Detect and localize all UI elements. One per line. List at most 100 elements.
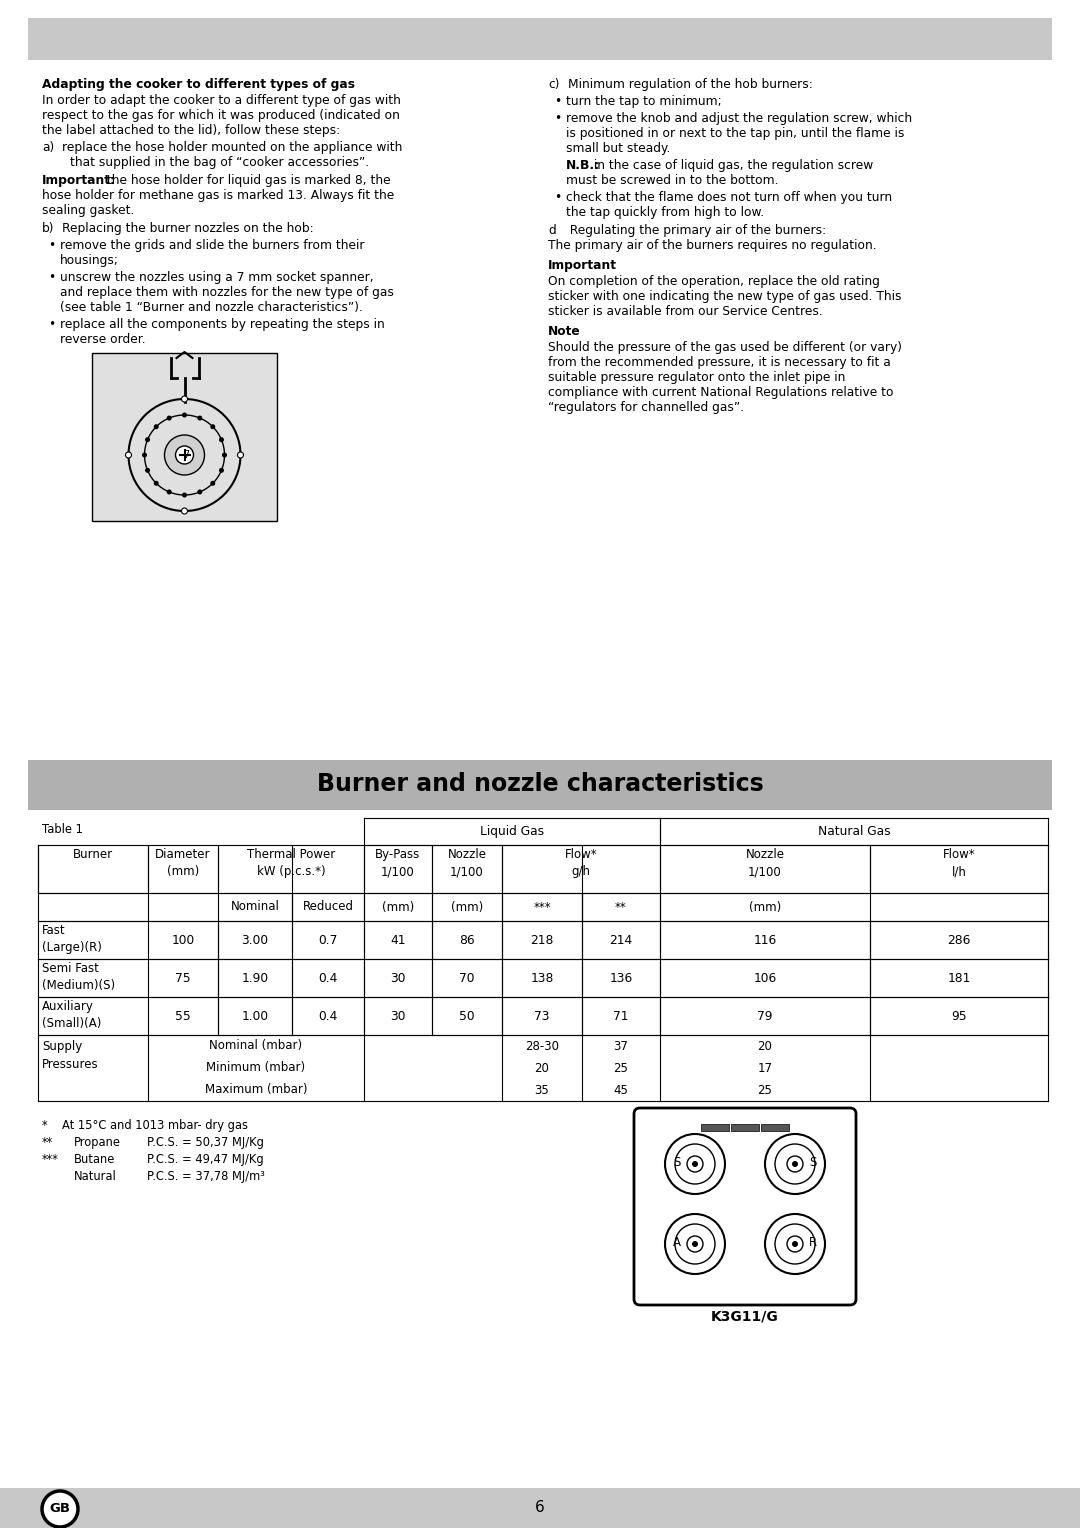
Text: 0.7: 0.7: [319, 934, 338, 946]
Text: 25: 25: [613, 1062, 629, 1074]
Text: d: d: [548, 225, 556, 237]
Text: Nominal: Nominal: [230, 900, 280, 914]
Text: 71: 71: [613, 1010, 629, 1022]
Text: Supply
Pressures: Supply Pressures: [42, 1041, 98, 1071]
Text: the hose holder for liquid gas is marked 8, the: the hose holder for liquid gas is marked…: [103, 174, 391, 186]
Circle shape: [145, 468, 150, 472]
Text: The primary air of the burners requires no regulation.: The primary air of the burners requires …: [548, 238, 877, 252]
Text: (mm): (mm): [450, 900, 483, 914]
Text: and replace them with nozzles for the new type of gas: and replace them with nozzles for the ne…: [60, 286, 394, 299]
Circle shape: [792, 1161, 798, 1167]
Text: •: •: [48, 270, 55, 284]
Bar: [92, 353, 276, 521]
Text: the label attached to the lid), follow these steps:: the label attached to the lid), follow t…: [42, 124, 340, 138]
Text: 20: 20: [535, 1062, 550, 1074]
Text: 138: 138: [530, 972, 554, 984]
Text: remove the knob and adjust the regulation screw, which: remove the knob and adjust the regulatio…: [566, 112, 913, 125]
Circle shape: [164, 435, 204, 475]
Text: *: *: [42, 1118, 48, 1132]
Text: 3.00: 3.00: [242, 934, 269, 946]
Text: suitable pressure regulator onto the inlet pipe in: suitable pressure regulator onto the inl…: [548, 371, 846, 384]
Text: (mm): (mm): [748, 900, 781, 914]
Text: Liquid Gas: Liquid Gas: [480, 825, 544, 837]
Text: Diameter
(mm): Diameter (mm): [156, 848, 211, 879]
Text: turn the tap to minimum;: turn the tap to minimum;: [566, 95, 721, 108]
Circle shape: [183, 492, 187, 498]
Text: 70: 70: [459, 972, 475, 984]
Text: 218: 218: [530, 934, 554, 946]
Text: 55: 55: [175, 1010, 191, 1022]
Text: **: **: [42, 1135, 53, 1149]
Text: S: S: [809, 1157, 816, 1169]
Text: •: •: [554, 95, 562, 108]
Bar: [731, 1125, 759, 1131]
Text: •: •: [554, 191, 562, 205]
Circle shape: [219, 468, 224, 472]
Text: Should the pressure of the gas used be different (or vary): Should the pressure of the gas used be d…: [548, 341, 902, 354]
Circle shape: [125, 452, 132, 458]
Circle shape: [219, 437, 224, 442]
Circle shape: [787, 1236, 804, 1251]
Text: housings;: housings;: [60, 254, 119, 267]
Bar: [364, 817, 660, 845]
Circle shape: [687, 1157, 703, 1172]
Bar: [660, 817, 1048, 845]
Text: Adapting the cooker to different types of gas: Adapting the cooker to different types o…: [42, 78, 355, 92]
Bar: [38, 817, 1048, 1102]
Text: Nozzle
1/100: Nozzle 1/100: [447, 848, 486, 879]
Text: 41: 41: [390, 934, 406, 946]
Text: check that the flame does not turn off when you turn: check that the flame does not turn off w…: [566, 191, 892, 205]
Circle shape: [181, 396, 188, 402]
Text: At 15°C and 1013 mbar- dry gas: At 15°C and 1013 mbar- dry gas: [62, 1118, 248, 1132]
Text: sticker is available from our Service Centres.: sticker is available from our Service Ce…: [548, 306, 823, 318]
Bar: [28, 18, 1052, 60]
Circle shape: [166, 416, 172, 420]
Text: 45: 45: [613, 1083, 629, 1097]
Circle shape: [145, 437, 150, 442]
Text: 0.4: 0.4: [319, 972, 338, 984]
Text: Auxiliary
(Small)(A): Auxiliary (Small)(A): [42, 999, 102, 1030]
Text: Minimum regulation of the hob burners:: Minimum regulation of the hob burners:: [568, 78, 813, 92]
Text: b): b): [42, 222, 54, 235]
Text: in the case of liquid gas, the regulation screw: in the case of liquid gas, the regulatio…: [590, 159, 874, 173]
Circle shape: [792, 1241, 798, 1247]
Text: a): a): [42, 141, 54, 154]
Text: ***: ***: [534, 900, 551, 914]
Text: Nominal (mbar): Nominal (mbar): [210, 1039, 302, 1053]
Text: 1.90: 1.90: [242, 972, 269, 984]
Text: Burner: Burner: [73, 848, 113, 860]
Circle shape: [141, 452, 147, 457]
Text: •: •: [48, 318, 55, 332]
Text: In order to adapt the cooker to a different type of gas with: In order to adapt the cooker to a differ…: [42, 95, 401, 107]
Text: (see table 1 “Burner and nozzle characteristics”).: (see table 1 “Burner and nozzle characte…: [60, 301, 363, 313]
Circle shape: [166, 489, 172, 495]
Circle shape: [238, 452, 243, 458]
Circle shape: [787, 1157, 804, 1172]
Circle shape: [153, 425, 159, 429]
Text: Minimum (mbar): Minimum (mbar): [206, 1062, 306, 1074]
Text: GB: GB: [50, 1502, 70, 1514]
Text: reverse order.: reverse order.: [60, 333, 146, 345]
Text: 86: 86: [459, 934, 475, 946]
Text: Important:: Important:: [42, 174, 116, 186]
Text: 136: 136: [609, 972, 633, 984]
Text: Burner and nozzle characteristics: Burner and nozzle characteristics: [316, 772, 764, 796]
Circle shape: [181, 507, 188, 513]
Text: that supplied in the bag of “cooker accessories”.: that supplied in the bag of “cooker acce…: [70, 156, 369, 170]
Text: Table 1: Table 1: [42, 824, 83, 836]
Text: On completion of the operation, replace the old rating: On completion of the operation, replace …: [548, 275, 880, 287]
Text: small but steady.: small but steady.: [566, 142, 671, 154]
Text: Regulating the primary air of the burners:: Regulating the primary air of the burner…: [562, 225, 826, 237]
Text: Fast
(Large)(R): Fast (Large)(R): [42, 924, 102, 955]
Text: sticker with one indicating the new type of gas used. This: sticker with one indicating the new type…: [548, 290, 902, 303]
Text: Note: Note: [548, 325, 581, 338]
Text: respect to the gas for which it was produced (indicated on: respect to the gas for which it was prod…: [42, 108, 400, 122]
Text: 6: 6: [535, 1500, 545, 1516]
Bar: [701, 1125, 729, 1131]
Circle shape: [153, 481, 159, 486]
Text: 73: 73: [535, 1010, 550, 1022]
Circle shape: [692, 1241, 698, 1247]
Text: 100: 100: [172, 934, 194, 946]
Circle shape: [692, 1161, 698, 1167]
Text: Propane: Propane: [75, 1135, 121, 1149]
